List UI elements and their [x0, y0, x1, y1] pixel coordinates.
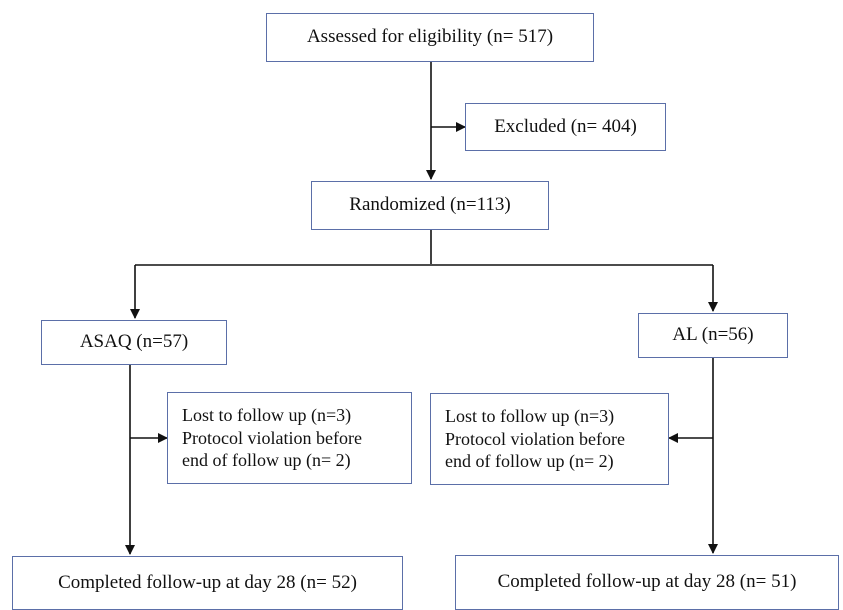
- right-completed-box: Completed follow-up at day 28 (n= 51): [455, 555, 839, 610]
- al-group-box: AL (n=56): [638, 313, 788, 358]
- left-lost-to-follow-up: Lost to follow up (n=3): [182, 405, 352, 426]
- left-completed-box: Completed follow-up at day 28 (n= 52): [12, 556, 403, 610]
- assessed-box: Assessed for eligibility (n= 517): [266, 13, 594, 62]
- right-protocol-violation: Protocol violation before: [445, 428, 625, 449]
- left-protocol-violation: Protocol violation before: [182, 427, 362, 448]
- right-lost-to-follow-up: Lost to follow up (n=3): [445, 406, 615, 427]
- randomized-box: Randomized (n=113): [311, 181, 549, 230]
- right-end-of-follow-up: end of follow up (n= 2): [445, 451, 614, 472]
- left-losses-box: Lost to follow up (n=3) Protocol violati…: [167, 392, 412, 484]
- excluded-box: Excluded (n= 404): [465, 103, 666, 151]
- asaq-group-box: ASAQ (n=57): [41, 320, 227, 365]
- right-losses-box: Lost to follow up (n=3) Protocol violati…: [430, 393, 669, 485]
- left-end-of-follow-up: end of follow up (n= 2): [182, 450, 351, 471]
